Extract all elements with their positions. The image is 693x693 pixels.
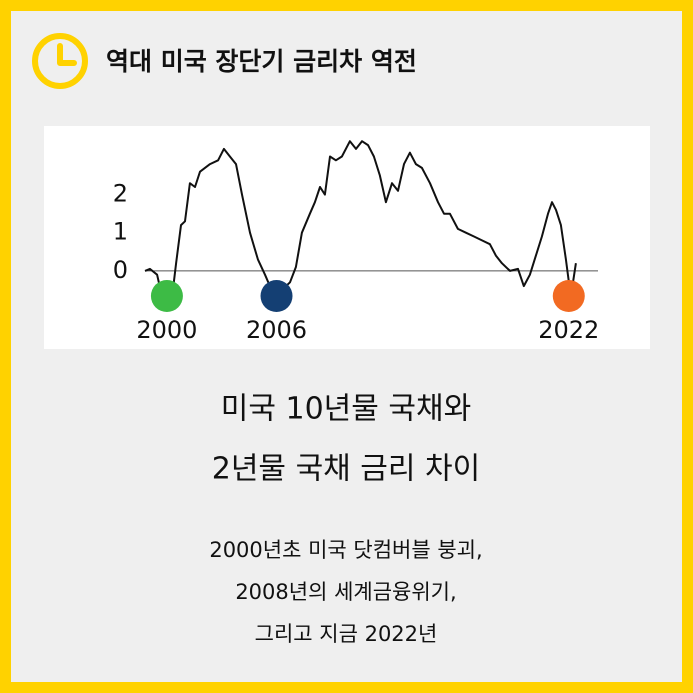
y-tick-label: 2	[113, 180, 128, 208]
y-tick-label: 1	[113, 218, 128, 246]
event-marker	[552, 280, 585, 312]
body-text: 2008년의 세계금융위기,	[235, 580, 456, 604]
clock-icon	[32, 33, 88, 89]
event-label: 2000	[136, 316, 197, 344]
caption: 미국 10년물 국채와	[221, 392, 471, 427]
event-label: 2022	[538, 316, 599, 344]
body-text: 2000년초 미국 닷컴버블 붕괴,	[209, 538, 482, 562]
body-text: 그리고 지금 2022년	[255, 622, 438, 646]
header-title: 역대 미국 장단기 금리차 역전	[106, 47, 417, 76]
chart-area	[44, 126, 650, 349]
chart: 0 1 2 2000 2006 2022	[113, 140, 599, 344]
event-marker	[260, 280, 293, 312]
y-tick-label: 0	[113, 256, 128, 284]
caption: 2년물 국채 금리 차이	[212, 452, 481, 487]
event-marker	[150, 280, 183, 312]
event-label: 2006	[246, 316, 307, 344]
series-line	[144, 140, 577, 303]
